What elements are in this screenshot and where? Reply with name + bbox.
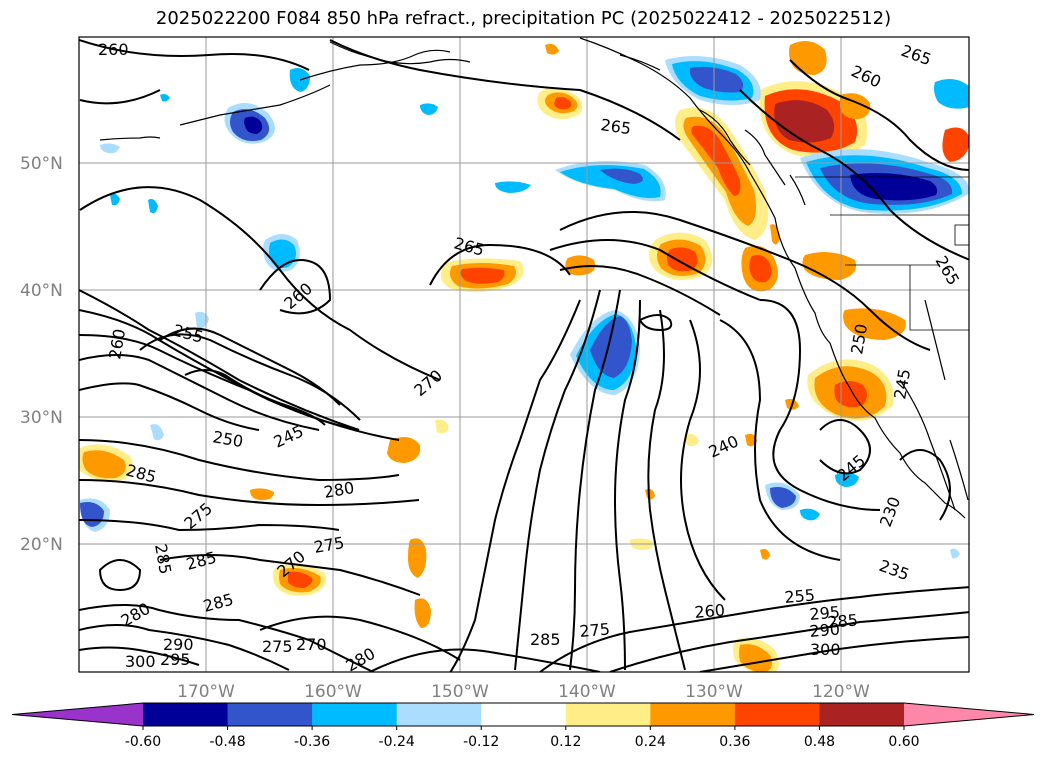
- colorbar-segment: [312, 703, 398, 726]
- lon-label: 140°W: [558, 682, 616, 702]
- colorbar-segment: [396, 703, 482, 726]
- contour-label: 275: [579, 619, 611, 641]
- lat-label: 30°N: [20, 408, 63, 428]
- refractivity-contours: [79, 39, 969, 672]
- contour-label: 295: [809, 602, 841, 624]
- longitude-labels: 170°W 160°W 150°W 140°W 130°W 120°W: [177, 682, 870, 702]
- map-frame: [78, 36, 970, 673]
- map-panel: 260 265 260 265 265 260 260 255 270 250 …: [79, 37, 969, 672]
- contour-label: 285: [827, 610, 859, 632]
- colorbar-extend-low: [12, 703, 143, 726]
- colorbar-tick-label: 0.36: [719, 734, 750, 750]
- colorbar-tick-label: -0.12: [463, 734, 499, 750]
- lon-label: 170°W: [177, 682, 235, 702]
- contour-label: 260: [98, 40, 129, 59]
- contour-label: 285: [530, 630, 561, 649]
- lat-label: 40°N: [20, 281, 63, 301]
- lon-label: 130°W: [685, 682, 743, 702]
- contour-label: 290: [809, 619, 841, 641]
- precip-positive-shading: [79, 41, 969, 672]
- colorbar-segment: [565, 703, 651, 726]
- contour-label: 255: [784, 585, 816, 607]
- colorbar-tick-label: 0.60: [888, 734, 919, 750]
- colorbar-tick-label: -0.60: [125, 734, 161, 750]
- graticule: [79, 37, 969, 672]
- colorbar-segment: [734, 703, 820, 726]
- colorbar-tick-label: -0.36: [294, 734, 330, 750]
- contour-label: 295: [160, 650, 191, 669]
- colorbar-segment: [227, 703, 313, 726]
- lon-label: 150°W: [431, 682, 489, 702]
- colorbar-tick-label: 0.24: [635, 734, 666, 750]
- contour-label: 260: [694, 600, 726, 622]
- borders: [795, 176, 969, 331]
- latitude-labels: 50°N 40°N 30°N 20°N: [20, 154, 63, 555]
- lat-label: 50°N: [20, 154, 63, 174]
- colorbar-tick-label: -0.24: [379, 734, 415, 750]
- colorbar-segment: [650, 703, 736, 726]
- contour-label: 290: [163, 635, 194, 654]
- contour-label: 265: [599, 115, 632, 138]
- colorbar-segment: [481, 703, 567, 726]
- map-title: 2025022200 F084 850 hPa refract., precip…: [155, 8, 892, 29]
- colorbar-segment: [143, 703, 229, 726]
- contour-label: 300: [810, 640, 841, 659]
- colorbar-tick-label: 0.48: [804, 734, 835, 750]
- colorbar-extend-high: [904, 703, 1034, 726]
- colorbar: -0.60 -0.48 -0.36 -0.24 -0.12 0.12 0.24 0.36 0.4…: [11, 702, 1035, 750]
- contour-label: 300: [125, 652, 156, 671]
- contour-label: 275: [262, 637, 293, 656]
- contour-label: 270: [296, 635, 327, 654]
- colorbar-tick-label: -0.48: [209, 734, 245, 750]
- colorbar-tick-label: 0.12: [550, 734, 581, 750]
- colorbar-segment: [819, 703, 905, 726]
- lon-label: 160°W: [304, 682, 362, 702]
- lat-label: 20°N: [20, 535, 63, 555]
- lon-label: 120°W: [812, 682, 870, 702]
- precip-negative-shading: [80, 56, 969, 559]
